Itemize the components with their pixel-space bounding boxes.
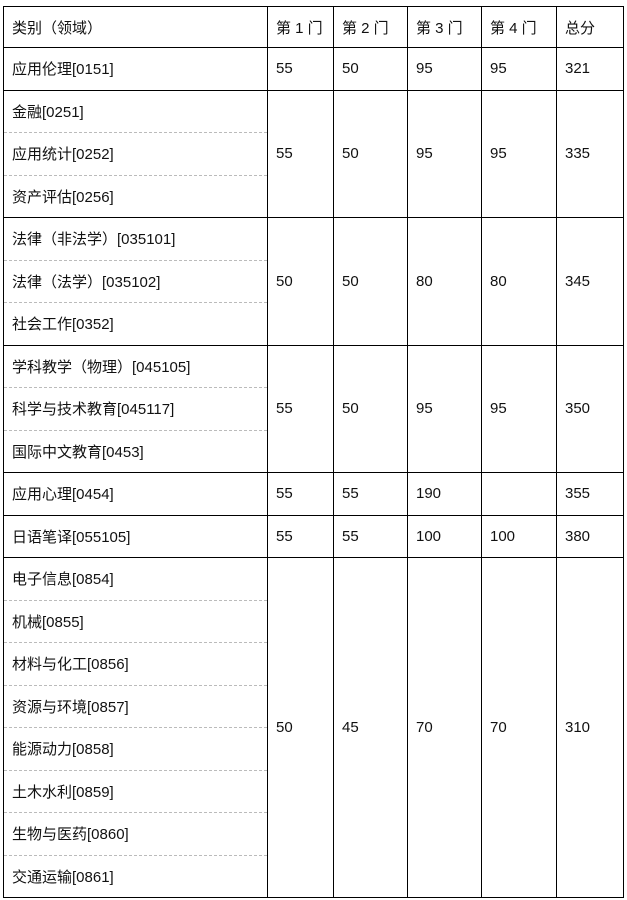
table-row: 应用统计[0252] <box>3 132 624 176</box>
table-row: 机械[0855] <box>3 599 624 643</box>
category-cell: 能源动力[0858] <box>3 727 268 771</box>
score-total: 350 <box>556 344 624 473</box>
score-subject-1: 50 <box>267 557 334 898</box>
score-subject-4: 95 <box>481 89 557 218</box>
score-subject-2: 45 <box>333 557 408 898</box>
score-subject-4: 80 <box>481 217 557 346</box>
header-subject-1: 第 1 门 <box>267 6 334 48</box>
table-header-row: 类别（领域） 第 1 门 第 2 门 第 3 门 第 4 门 总分 <box>3 6 624 48</box>
score-total: 335 <box>556 89 624 218</box>
table-row: 资产评估[0256] <box>3 174 624 218</box>
table-row: 日语笔译[055105] 55 55 100 100 380 <box>3 514 624 558</box>
category-cell: 应用心理[0454] <box>3 472 268 516</box>
category-cell: 日语笔译[055105] <box>3 514 268 558</box>
table-row: 学科教学（物理）[045105] 55 50 95 95 350 <box>3 344 624 473</box>
score-subject-3: 80 <box>407 217 482 346</box>
score-subject-1: 55 <box>267 344 334 473</box>
score-subject-3: 95 <box>407 89 482 218</box>
score-subject-3: 95 <box>407 344 482 473</box>
table-row: 金融[0251] 55 50 95 95 335 <box>3 89 624 218</box>
score-subject-1: 55 <box>267 472 334 516</box>
category-cell: 应用统计[0252] <box>3 132 268 176</box>
category-cell: 科学与技术教育[045117] <box>3 387 268 431</box>
score-subject-3: 100 <box>407 514 482 558</box>
table-row: 资源与环境[0857] <box>3 684 624 728</box>
category-cell: 土木水利[0859] <box>3 769 268 813</box>
header-subject-4: 第 4 门 <box>481 6 557 48</box>
table-row: 土木水利[0859] <box>3 769 624 813</box>
score-subject-4: 95 <box>481 344 557 473</box>
score-subject-4: 70 <box>481 557 557 898</box>
score-subject-1: 55 <box>267 514 334 558</box>
score-subject-2: 50 <box>333 344 408 473</box>
category-cell: 金融[0251] <box>3 89 268 133</box>
table-row: 能源动力[0858] <box>3 727 624 771</box>
category-cell: 学科教学（物理）[045105] <box>3 344 268 388</box>
header-total: 总分 <box>556 6 624 48</box>
category-cell: 国际中文教育[0453] <box>3 429 268 473</box>
score-subject-2: 50 <box>333 47 408 91</box>
score-table: 类别（领域） 第 1 门 第 2 门 第 3 门 第 4 门 总分 应用伦理[0… <box>3 6 624 898</box>
category-cell: 材料与化工[0856] <box>3 642 268 686</box>
category-cell: 法律（非法学）[035101] <box>3 217 268 261</box>
table-row: 科学与技术教育[045117] <box>3 387 624 431</box>
category-cell: 交通运输[0861] <box>3 854 268 898</box>
score-total: 355 <box>556 472 624 516</box>
score-total: 310 <box>556 557 624 898</box>
score-subject-1: 55 <box>267 47 334 91</box>
score-subject-3: 190 <box>407 472 482 516</box>
table-row: 交通运输[0861] <box>3 854 624 898</box>
table-row: 应用心理[0454] 55 55 190 355 <box>3 472 624 516</box>
header-category: 类别（领域） <box>3 6 268 48</box>
table-row: 材料与化工[0856] <box>3 642 624 686</box>
score-subject-2: 50 <box>333 89 408 218</box>
header-subject-2: 第 2 门 <box>333 6 408 48</box>
table-row: 法律（非法学）[035101] 50 50 80 80 345 <box>3 217 624 346</box>
score-subject-4 <box>481 472 557 516</box>
table-row: 社会工作[0352] <box>3 302 624 346</box>
score-subject-4: 100 <box>481 514 557 558</box>
score-subject-2: 55 <box>333 514 408 558</box>
category-cell: 资源与环境[0857] <box>3 684 268 728</box>
score-total: 321 <box>556 47 624 91</box>
category-cell: 法律（法学）[035102] <box>3 259 268 303</box>
score-subject-3: 70 <box>407 557 482 898</box>
score-subject-2: 55 <box>333 472 408 516</box>
category-cell: 应用伦理[0151] <box>3 47 268 91</box>
category-cell: 资产评估[0256] <box>3 174 268 218</box>
table-row: 电子信息[0854] 50 45 70 70 310 <box>3 557 624 898</box>
header-subject-3: 第 3 门 <box>407 6 482 48</box>
table-row: 国际中文教育[0453] <box>3 429 624 473</box>
score-subject-2: 50 <box>333 217 408 346</box>
score-subject-3: 95 <box>407 47 482 91</box>
category-cell: 电子信息[0854] <box>3 557 268 601</box>
category-cell: 生物与医药[0860] <box>3 812 268 856</box>
score-subject-4: 95 <box>481 47 557 91</box>
score-subject-1: 50 <box>267 217 334 346</box>
category-cell: 机械[0855] <box>3 599 268 643</box>
score-total: 345 <box>556 217 624 346</box>
score-total: 380 <box>556 514 624 558</box>
score-subject-1: 55 <box>267 89 334 218</box>
table-row: 生物与医药[0860] <box>3 812 624 856</box>
category-cell: 社会工作[0352] <box>3 302 268 346</box>
table-row: 应用伦理[0151] 55 50 95 95 321 <box>3 47 624 91</box>
